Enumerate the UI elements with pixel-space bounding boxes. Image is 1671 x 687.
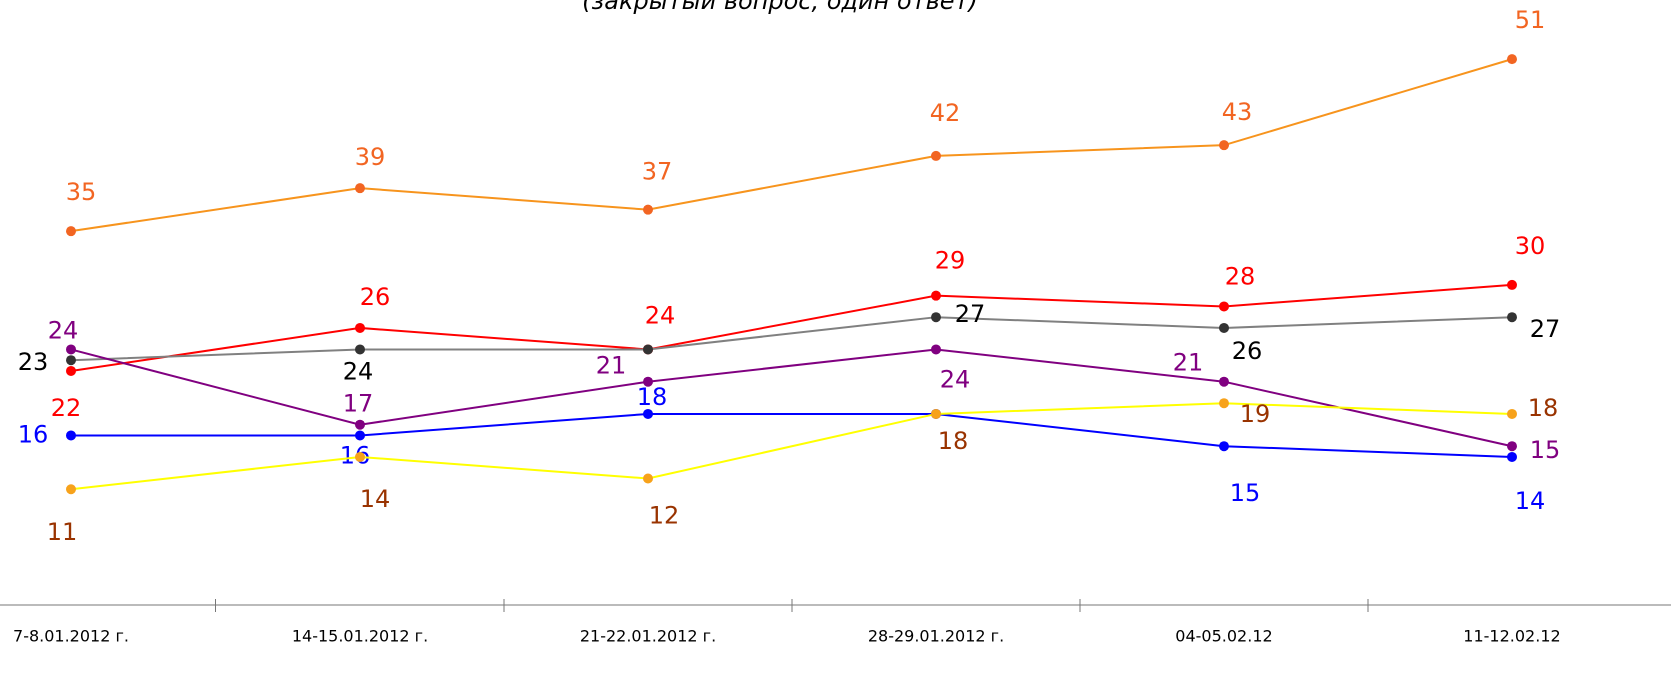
x-tick-label: 04-05.02.12 [1175, 627, 1272, 646]
data-label: 17 [343, 390, 374, 418]
data-point [1507, 312, 1517, 323]
data-point [1507, 451, 1517, 462]
data-label: 19 [1240, 400, 1271, 428]
data-label: 22 [51, 394, 82, 422]
data-label: 14 [1515, 487, 1546, 515]
series-line [71, 412, 1513, 458]
data-label: 29 [935, 247, 966, 275]
data-point [66, 430, 76, 441]
data-label: 18 [938, 427, 969, 455]
data-point [66, 365, 76, 376]
data-point [1507, 441, 1517, 452]
x-tick-label: 21-22.01.2012 г. [580, 627, 716, 646]
data-label: 18 [1528, 394, 1559, 422]
data-point [931, 408, 941, 419]
data-label: 15 [1530, 436, 1561, 464]
data-label: 14 [360, 485, 391, 513]
data-point [66, 344, 76, 355]
x-tick-label: 7-8.01.2012 г. [13, 627, 129, 646]
data-point [355, 344, 365, 355]
series-line [70, 283, 1513, 372]
data-label: 15 [1230, 479, 1261, 507]
data-label: 21 [596, 352, 627, 380]
x-tick-label: 28-29.01.2012 г. [868, 627, 1004, 646]
data-point [1219, 301, 1229, 312]
data-label: 30 [1515, 232, 1546, 260]
data-point [66, 484, 76, 495]
data-point [643, 204, 653, 215]
data-label: 21 [1173, 349, 1204, 377]
data-label: 11 [47, 518, 78, 546]
data-label: 26 [360, 283, 391, 311]
chart-subtitle: (закрытый вопрос, один ответ) [582, 0, 978, 15]
data-point [1507, 54, 1517, 65]
data-point [355, 430, 365, 441]
data-label: 27 [1530, 315, 1561, 343]
data-point [931, 344, 941, 355]
data-label: 24 [940, 365, 971, 393]
data-point [1507, 408, 1517, 419]
data-point [643, 376, 653, 387]
data-point [1219, 322, 1229, 333]
data-point [355, 183, 365, 194]
data-point [643, 473, 653, 484]
data-point [355, 451, 365, 462]
data-label: 18 [637, 383, 668, 411]
series-line [70, 402, 1513, 491]
data-label: 39 [355, 143, 386, 171]
data-label: 35 [66, 178, 97, 206]
data-label: 12 [649, 501, 680, 529]
data-point [66, 226, 76, 237]
data-label: 27 [955, 300, 986, 328]
series-line [70, 316, 1513, 362]
data-label: 42 [930, 99, 961, 127]
data-point [1219, 398, 1229, 409]
data-label: 23 [18, 348, 49, 376]
data-label: 16 [340, 441, 371, 469]
data-point [931, 312, 941, 323]
data-point [66, 355, 76, 366]
x-tick-label: 11-12.02.12 [1463, 627, 1560, 646]
data-point [931, 290, 941, 301]
data-label: 26 [1232, 337, 1263, 365]
data-label: 51 [1515, 6, 1546, 34]
data-point [355, 322, 365, 333]
data-label: 24 [343, 357, 374, 385]
series-line [70, 58, 1513, 233]
data-label: 16 [18, 420, 49, 448]
data-point [1219, 140, 1229, 151]
data-point [643, 344, 653, 355]
data-point [355, 419, 365, 430]
x-tick-label: 14-15.01.2012 г. [292, 627, 428, 646]
data-label: 24 [48, 316, 79, 344]
data-label: 24 [645, 301, 676, 329]
data-point [643, 408, 653, 419]
data-label: 37 [642, 158, 673, 186]
series-line [70, 348, 1513, 448]
data-point [1219, 441, 1229, 452]
data-point [1219, 376, 1229, 387]
data-label: 43 [1222, 98, 1253, 126]
data-point [931, 150, 941, 161]
data-label: 28 [1225, 262, 1256, 290]
data-point [1507, 279, 1517, 290]
